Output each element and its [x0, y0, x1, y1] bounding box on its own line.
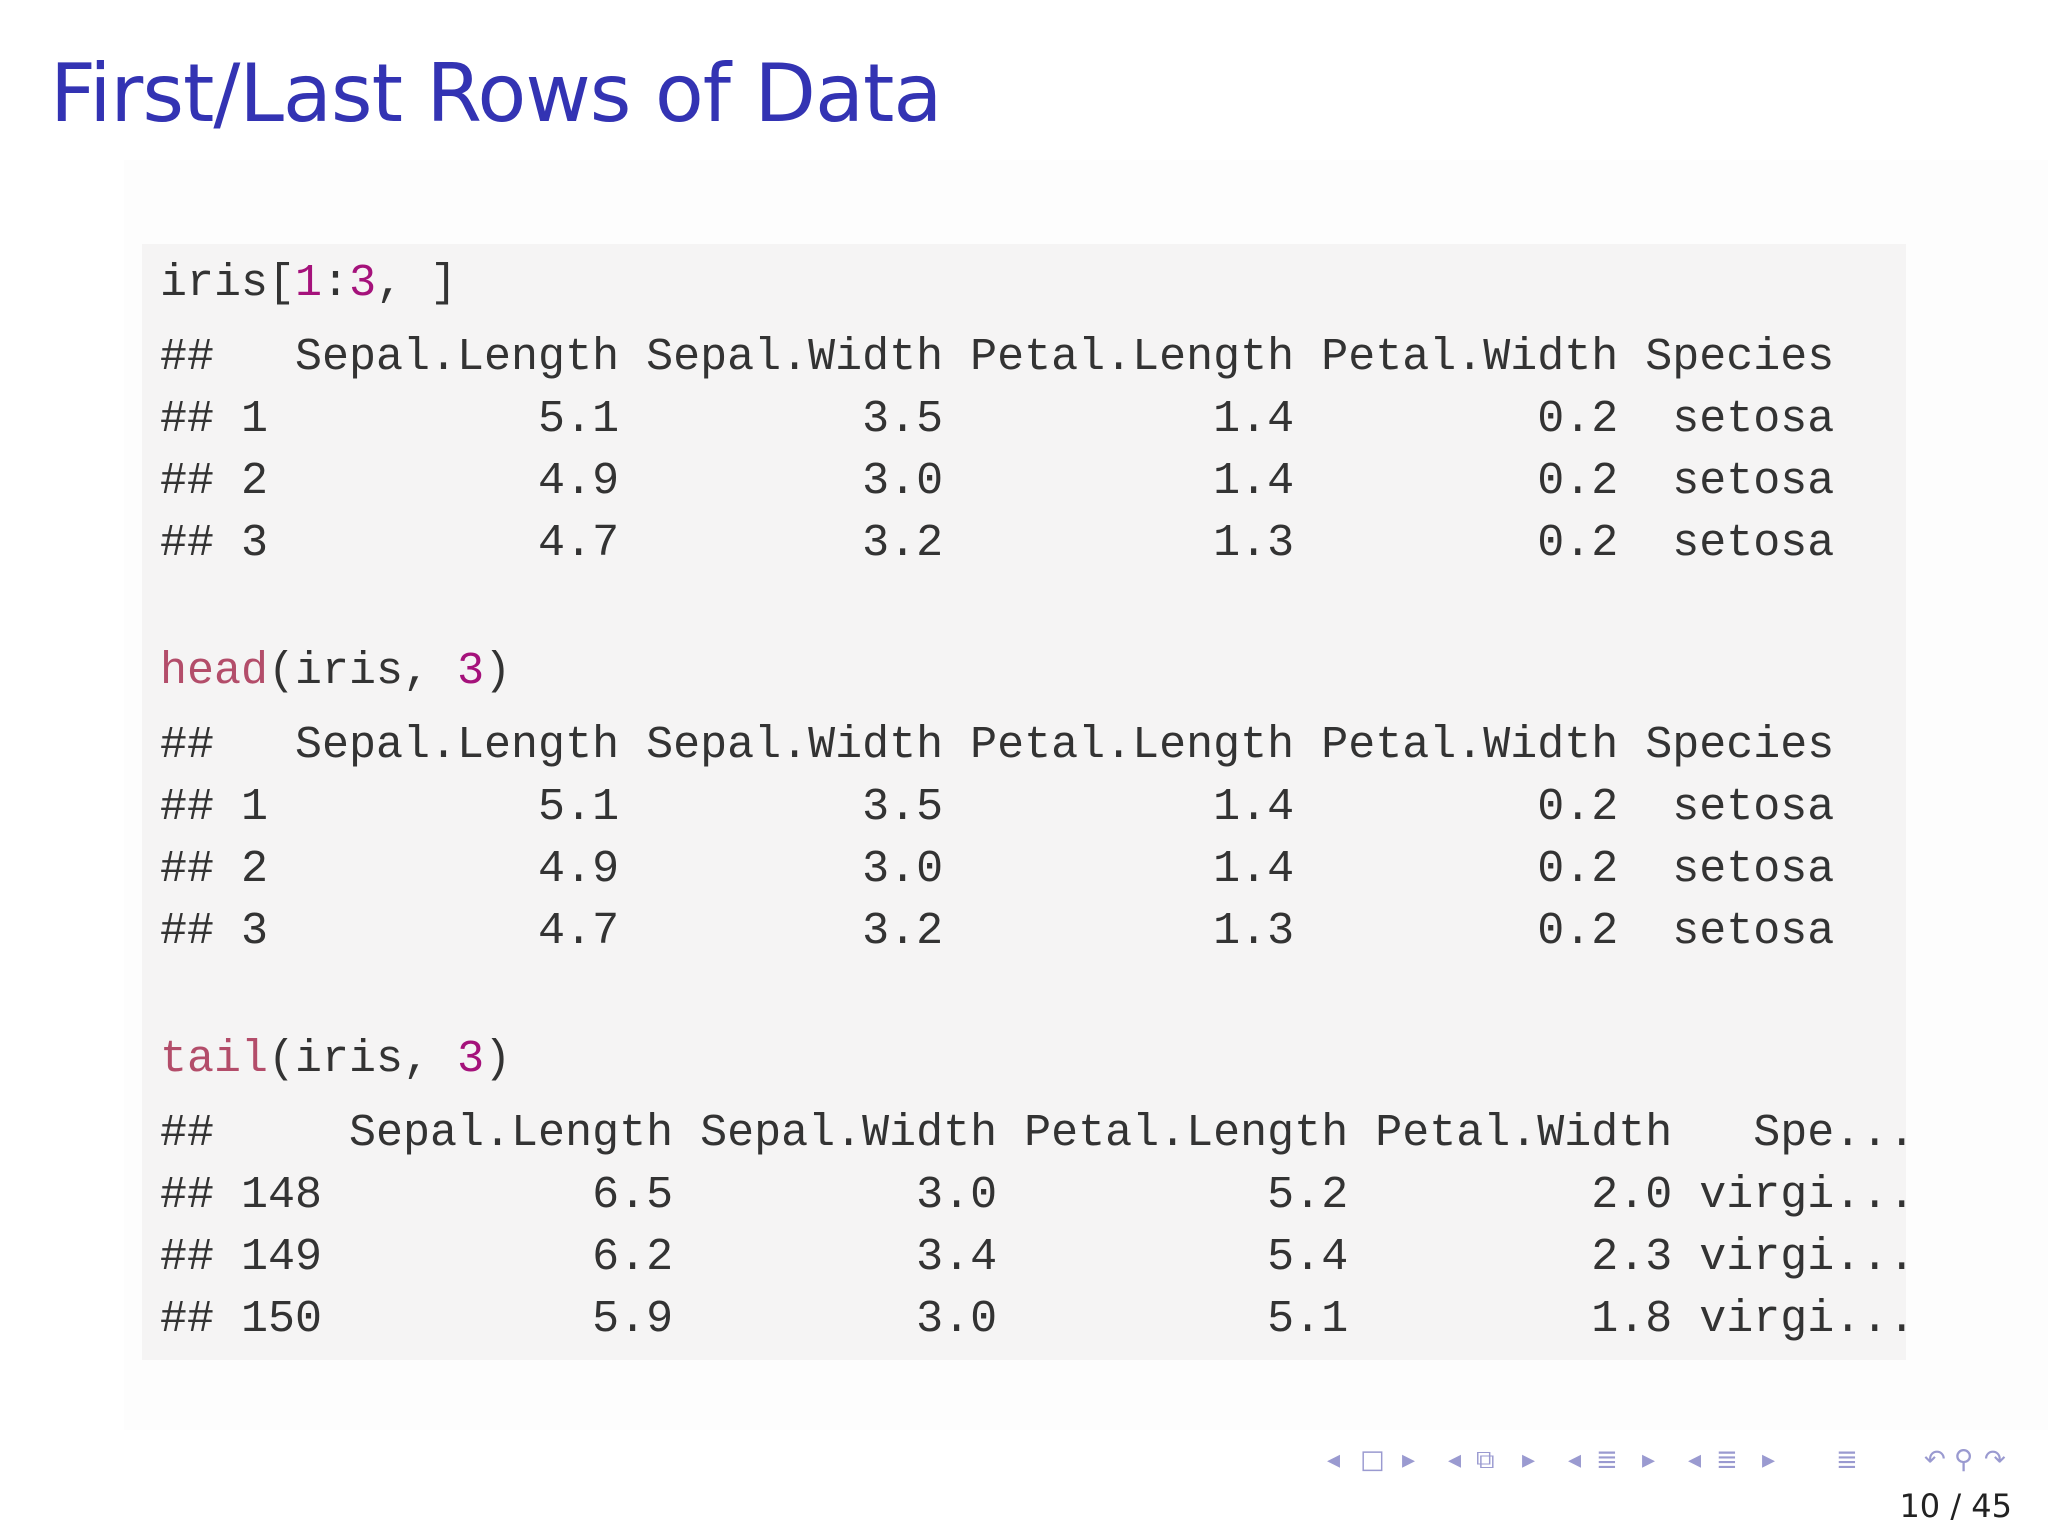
slide-title: First/Last Rows of Data — [50, 47, 942, 140]
code-text: iris[ — [160, 258, 296, 309]
code-block — [142, 244, 1906, 1360]
nav-section-icon[interactable]: ≣ — [1716, 1445, 1738, 1475]
beamer-navigation-bar: ◂ □ ▸ ◂ ⧉ ▸ ◂ ≣ ▸ ◂ ≣ ▸ ≣ ↶ ⚲ ↷ — [1320, 1440, 2040, 1480]
nav-search-icon[interactable]: ⚲ — [1954, 1445, 1974, 1475]
output-header-row: ## Sepal.Length Sepal.Width Petal.Length… — [160, 720, 1835, 771]
output-row: ## 2 4.9 3.0 1.4 0.2 setosa — [160, 844, 1835, 895]
page-number: 10 / 45 — [1899, 1484, 2012, 1528]
code-text: ) — [484, 646, 512, 697]
code-text: , ] — [376, 258, 458, 309]
output-header-row: ## Sepal.Length Sepal.Width Petal.Length… — [160, 1108, 1916, 1159]
code-number: 3 — [349, 258, 377, 309]
function-name: tail — [160, 1034, 269, 1085]
nav-slide-icon[interactable]: □ — [1360, 1445, 1385, 1475]
nav-next-slide-icon[interactable]: ▸ — [1402, 1445, 1416, 1475]
page-separator: / — [1950, 1487, 1962, 1525]
nav-document-icon[interactable]: ≣ — [1836, 1445, 1858, 1475]
code-number: 3 — [457, 646, 485, 697]
nav-prev-frame-icon[interactable]: ◂ — [1448, 1445, 1462, 1475]
nav-prev-subsection-icon[interactable]: ◂ — [1568, 1445, 1582, 1475]
code-text: : — [322, 258, 350, 309]
nav-prev-slide-icon[interactable]: ◂ — [1327, 1445, 1341, 1475]
nav-frame-icon[interactable]: ⧉ — [1476, 1445, 1495, 1475]
nav-forward-icon[interactable]: ↷ — [1984, 1445, 2006, 1475]
code-text: (iris, — [268, 646, 458, 697]
output-row: ## 3 4.7 3.2 1.3 0.2 setosa — [160, 518, 1835, 569]
nav-next-section-icon[interactable]: ▸ — [1762, 1445, 1776, 1475]
code-input-head: head(iris, 3) — [160, 644, 511, 700]
nav-prev-section-icon[interactable]: ◂ — [1688, 1445, 1702, 1475]
nav-next-subsection-icon[interactable]: ▸ — [1642, 1445, 1656, 1475]
code-input-tail: tail(iris, 3) — [160, 1032, 511, 1088]
page-total: 45 — [1971, 1487, 2012, 1525]
code-number: 1 — [295, 258, 323, 309]
output-header-row: ## Sepal.Length Sepal.Width Petal.Length… — [160, 332, 1835, 383]
function-name: head — [160, 646, 269, 697]
code-text: ) — [484, 1034, 512, 1085]
code-input-iris-subset: iris[1:3, ] — [160, 256, 457, 312]
output-row: ## 1 5.1 3.5 1.4 0.2 setosa — [160, 782, 1835, 833]
output-row: ## 150 5.9 3.0 5.1 1.8 virgi... — [160, 1294, 1916, 1345]
page-current: 10 — [1899, 1487, 1941, 1525]
output-row: ## 1 5.1 3.5 1.4 0.2 setosa — [160, 394, 1835, 445]
output-row: ## 149 6.2 3.4 5.4 2.3 virgi... — [160, 1232, 1916, 1283]
nav-next-frame-icon[interactable]: ▸ — [1522, 1445, 1536, 1475]
nav-back-icon[interactable]: ↶ — [1924, 1445, 1946, 1475]
output-row: ## 3 4.7 3.2 1.3 0.2 setosa — [160, 906, 1835, 957]
output-row: ## 148 6.5 3.0 5.2 2.0 virgi... — [160, 1170, 1916, 1221]
output-row: ## 2 4.9 3.0 1.4 0.2 setosa — [160, 456, 1835, 507]
code-number: 3 — [457, 1034, 485, 1085]
nav-subsection-icon[interactable]: ≣ — [1596, 1445, 1618, 1475]
code-text: (iris, — [268, 1034, 458, 1085]
